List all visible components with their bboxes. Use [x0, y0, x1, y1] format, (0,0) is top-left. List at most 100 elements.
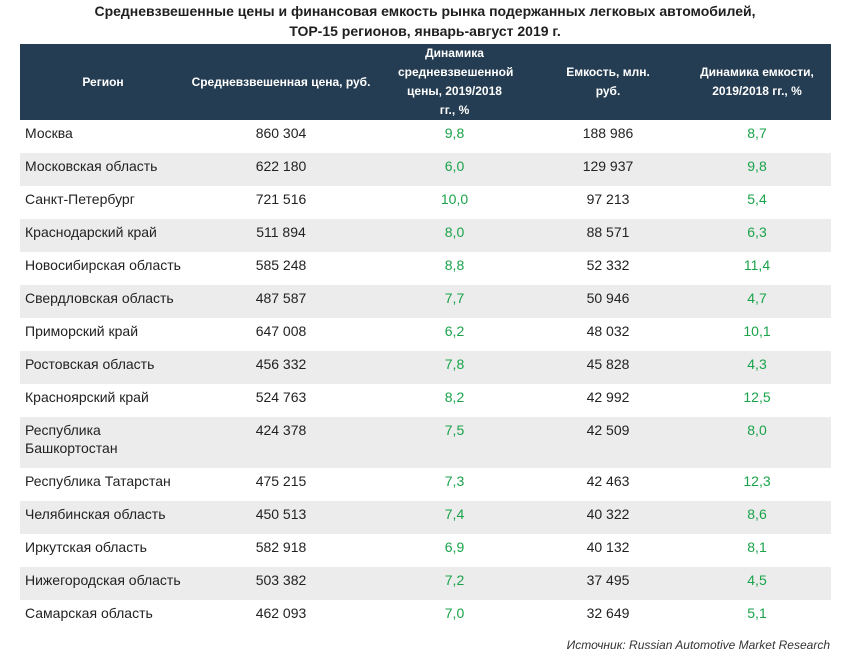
- price-cell: 721 516: [186, 186, 376, 219]
- price-dynamics-cell: 7,5: [376, 417, 533, 468]
- price-dynamics-cell-text: 7,3: [444, 473, 465, 489]
- capacity-cell: 40 132: [533, 534, 683, 567]
- price-dynamics-cell-text: 7,8: [444, 356, 465, 372]
- capacity-dynamics-cell: 5,4: [683, 186, 831, 219]
- price-cell-text: 450 513: [255, 506, 307, 522]
- price-cell: 456 332: [186, 351, 376, 384]
- region-cell-text: Самарская область: [25, 605, 153, 621]
- region-cell-text: Приморский край: [25, 323, 139, 339]
- capacity-cell-text: 45 828: [586, 356, 630, 372]
- price-dynamics-cell: 8,2: [376, 384, 533, 417]
- capacity-cell-text: 32 649: [586, 605, 630, 621]
- table-header: Регион Средневзвешенная цена, руб. Динам…: [20, 44, 831, 120]
- region-cell: Республика Татарстан: [20, 468, 186, 501]
- region-cell-text: Краснодарский край: [25, 224, 157, 240]
- capacity-dynamics-cell-text: 11,4: [743, 257, 771, 273]
- price-cell-text: 456 332: [255, 356, 307, 372]
- capacity-dynamics-cell: 4,3: [683, 351, 831, 384]
- capacity-dynamics-cell-text: 10,1: [743, 323, 771, 339]
- capacity-dynamics-cell-text: 4,5: [747, 572, 767, 588]
- capacity-cell-text: 40 132: [586, 539, 630, 555]
- capacity-dynamics-cell: 4,7: [683, 285, 831, 318]
- table-row: Москва 860 304 9,8 188 986 8,7: [20, 120, 831, 153]
- capacity-cell: 48 032: [533, 318, 683, 351]
- table-row: Приморский край 647 008 6,2 48 032 10,1: [20, 318, 831, 351]
- capacity-cell: 32 649: [533, 600, 683, 633]
- price-cell: 622 180: [186, 153, 376, 186]
- price-dynamics-cell: 6,2: [376, 318, 533, 351]
- header-region: Регион: [20, 44, 186, 120]
- capacity-dynamics-cell: 12,5: [683, 384, 831, 417]
- price-cell: 503 382: [186, 567, 376, 600]
- capacity-cell: 88 571: [533, 219, 683, 252]
- capacity-dynamics-cell: 8,7: [683, 120, 831, 153]
- capacity-dynamics-cell: 6,3: [683, 219, 831, 252]
- region-cell-text: Новосибирская область: [25, 257, 181, 273]
- capacity-dynamics-cell: 8,0: [683, 417, 831, 468]
- price-dynamics-cell-text: 7,5: [444, 422, 465, 438]
- region-cell: Самарская область: [20, 600, 186, 633]
- header-capacity-dynamics: Динамика емкости, 2019/2018 гг., %: [683, 44, 831, 120]
- price-cell-text: 721 516: [255, 191, 307, 207]
- capacity-dynamics-cell-text: 5,1: [747, 605, 767, 621]
- region-cell: Ростовская область: [20, 351, 186, 384]
- capacity-cell: 40 322: [533, 501, 683, 534]
- table-row: Челябинская область 450 513 7,4 40 322 8,6: [20, 501, 831, 534]
- region-cell: Нижегородская область: [20, 567, 186, 600]
- price-dynamics-cell: 9,8: [376, 120, 533, 153]
- regions-table: Регион Средневзвешенная цена, руб. Динам…: [20, 44, 831, 633]
- region-cell-text: Иркутская область: [25, 539, 147, 555]
- price-cell: 647 008: [186, 318, 376, 351]
- price-dynamics-cell-text: 6,9: [444, 539, 465, 555]
- region-cell: Челябинская область: [20, 501, 186, 534]
- capacity-dynamics-cell-text: 12,3: [743, 473, 771, 489]
- capacity-cell: 37 495: [533, 567, 683, 600]
- capacity-dynamics-cell: 11,4: [683, 252, 831, 285]
- price-cell: 475 215: [186, 468, 376, 501]
- price-dynamics-cell: 10,0: [376, 186, 533, 219]
- capacity-cell-text: 188 986: [582, 125, 634, 141]
- region-cell-text: Свердловская область: [25, 290, 174, 306]
- price-dynamics-cell-text: 9,8: [444, 125, 465, 141]
- header-capacity: Емкость, млн. руб.: [533, 44, 683, 120]
- capacity-dynamics-cell-text: 8,7: [747, 125, 767, 141]
- capacity-dynamics-cell: 5,1: [683, 600, 831, 633]
- capacity-cell: 129 937: [533, 153, 683, 186]
- title-line-2: ТОР-15 регионов, январь-август 2019 г.: [289, 23, 561, 39]
- price-cell-text: 860 304: [255, 125, 307, 141]
- capacity-cell: 52 332: [533, 252, 683, 285]
- price-cell-text: 487 587: [255, 290, 307, 306]
- capacity-cell: 97 213: [533, 186, 683, 219]
- price-cell-text: 585 248: [255, 257, 307, 273]
- capacity-cell-text: 129 937: [582, 158, 634, 174]
- capacity-cell-text: 42 509: [586, 422, 630, 438]
- table-row: Свердловская область 487 587 7,7 50 946 4,7: [20, 285, 831, 318]
- region-cell-text: Санкт-Петербург: [25, 191, 135, 207]
- capacity-cell-text: 88 571: [586, 224, 630, 240]
- capacity-cell: 45 828: [533, 351, 683, 384]
- header-price: Средневзвешенная цена, руб.: [186, 44, 376, 120]
- capacity-dynamics-cell: 12,3: [683, 468, 831, 501]
- price-dynamics-cell-text: 8,8: [444, 257, 465, 273]
- region-cell: Приморский край: [20, 318, 186, 351]
- price-cell-text: 622 180: [255, 158, 307, 174]
- region-cell: Иркутская область: [20, 534, 186, 567]
- table-row: Ростовская область 456 332 7,8 45 828 4,3: [20, 351, 831, 384]
- capacity-cell-text: 42 992: [586, 389, 630, 405]
- region-cell-text: Челябинская область: [25, 506, 166, 522]
- price-cell-text: 462 093: [255, 605, 307, 621]
- price-dynamics-cell: 6,9: [376, 534, 533, 567]
- table-row: Республика Башкортостан 424 378 7,5 42 509 8…: [20, 417, 831, 468]
- region-cell-text: Республика Башкортостан: [25, 422, 118, 456]
- region-cell: Краснодарский край: [20, 219, 186, 252]
- region-cell: Новосибирская область: [20, 252, 186, 285]
- table-row: Санкт-Петербург 721 516 10,0 97 213 5,4: [20, 186, 831, 219]
- capacity-dynamics-cell-text: 8,0: [747, 422, 767, 438]
- price-cell-text: 424 378: [255, 422, 307, 438]
- price-cell: 585 248: [186, 252, 376, 285]
- capacity-cell: 50 946: [533, 285, 683, 318]
- table-row: Новосибирская область 585 248 8,8 52 332 11,…: [20, 252, 831, 285]
- capacity-cell-text: 52 332: [586, 257, 630, 273]
- region-cell-text: Московская область: [25, 158, 158, 174]
- price-cell-text: 503 382: [255, 572, 307, 588]
